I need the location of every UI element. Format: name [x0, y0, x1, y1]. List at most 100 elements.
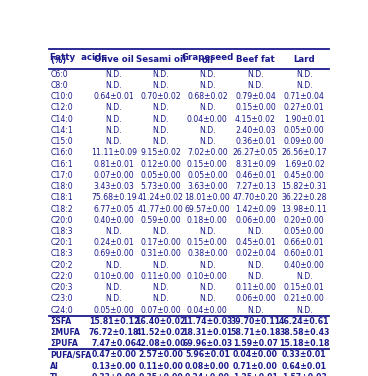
Text: N.D.: N.D.: [199, 81, 216, 90]
Text: 1.59±0.07: 1.59±0.07: [233, 339, 278, 348]
Text: C18:3: C18:3: [50, 249, 73, 258]
Text: N.D.: N.D.: [247, 227, 264, 236]
Text: 0.04±0.00: 0.04±0.00: [187, 306, 228, 315]
Text: 41.77±0.00: 41.77±0.00: [138, 205, 184, 214]
Text: Sesami oil: Sesami oil: [136, 55, 186, 64]
Text: N.D.: N.D.: [152, 103, 169, 112]
Text: C18:1: C18:1: [50, 193, 73, 202]
Text: 0.24±0.00: 0.24±0.00: [185, 373, 230, 376]
Text: 0.05±0.00: 0.05±0.00: [94, 306, 134, 315]
Text: AI: AI: [50, 362, 59, 371]
Text: 0.05±0.00: 0.05±0.00: [187, 171, 228, 180]
Text: 15.18±0.18: 15.18±0.18: [279, 339, 329, 348]
Text: N.D.: N.D.: [199, 283, 216, 292]
Text: 46.24±0.61: 46.24±0.61: [279, 317, 329, 326]
Text: 0.40±0.00: 0.40±0.00: [94, 216, 134, 225]
Text: 3.63±0.00: 3.63±0.00: [187, 182, 228, 191]
Text: 75.68±0.19: 75.68±0.19: [91, 193, 137, 202]
Text: 0.46±0.01: 0.46±0.01: [235, 171, 276, 180]
Text: 1.69±0.02: 1.69±0.02: [284, 159, 325, 168]
Text: 0.07±0.00: 0.07±0.00: [141, 306, 181, 315]
Text: C10:0: C10:0: [50, 92, 73, 101]
Text: N.D.: N.D.: [199, 294, 216, 303]
Text: N.D.: N.D.: [199, 227, 216, 236]
Text: N.D.: N.D.: [247, 70, 264, 79]
Text: N.D.: N.D.: [106, 115, 123, 124]
Text: N.D.: N.D.: [247, 306, 264, 315]
Text: N.D.: N.D.: [296, 272, 313, 281]
Text: 1.25±0.01: 1.25±0.01: [233, 373, 278, 376]
Text: 0.11±0.00: 0.11±0.00: [138, 362, 183, 371]
Text: N.D.: N.D.: [106, 103, 123, 112]
Text: N.D.: N.D.: [152, 126, 169, 135]
Text: N.D.: N.D.: [152, 137, 169, 146]
Text: 2.57±0.00: 2.57±0.00: [138, 350, 183, 359]
Text: 4.15±0.02: 4.15±0.02: [235, 115, 276, 124]
Text: 0.60±0.01: 0.60±0.01: [284, 249, 325, 258]
Text: 58.71±0.18: 58.71±0.18: [230, 328, 281, 337]
Text: 1.90±0.01: 1.90±0.01: [284, 115, 325, 124]
Text: 0.11±0.00: 0.11±0.00: [140, 272, 181, 281]
Text: 0.04±0.00: 0.04±0.00: [233, 350, 278, 359]
Text: 0.18±0.00: 0.18±0.00: [187, 216, 228, 225]
Text: N.D.: N.D.: [152, 227, 169, 236]
Text: Grapeseed: Grapeseed: [181, 53, 233, 62]
Text: 26.56±0.17: 26.56±0.17: [282, 149, 327, 158]
Text: C20:1: C20:1: [50, 238, 73, 247]
Text: oil: oil: [201, 56, 213, 65]
Text: C8:0: C8:0: [50, 81, 68, 90]
Text: 36.22±0.28: 36.22±0.28: [282, 193, 327, 202]
Text: 0.45±0.01: 0.45±0.01: [235, 238, 276, 247]
Text: N.D.: N.D.: [199, 103, 216, 112]
Text: 0.71±0.00: 0.71±0.00: [233, 362, 278, 371]
Text: N.D.: N.D.: [152, 115, 169, 124]
Text: 0.81±0.01: 0.81±0.01: [93, 159, 135, 168]
Text: 18.31±0.01: 18.31±0.01: [182, 328, 233, 337]
Text: 15.81±0.12: 15.81±0.12: [89, 317, 139, 326]
Text: 0.70±0.02: 0.70±0.02: [141, 92, 181, 101]
Text: 9.15±0.02: 9.15±0.02: [140, 149, 181, 158]
Text: 0.35±0.00: 0.35±0.00: [138, 373, 183, 376]
Text: 0.05±0.00: 0.05±0.00: [284, 227, 325, 236]
Text: N.D.: N.D.: [199, 261, 216, 270]
Text: C18:3: C18:3: [50, 227, 73, 236]
Text: N.D.: N.D.: [247, 261, 264, 270]
Text: ΣSFA: ΣSFA: [50, 317, 72, 326]
Text: 42.08±0.00: 42.08±0.00: [135, 339, 186, 348]
Text: 3.43±0.03: 3.43±0.03: [94, 182, 134, 191]
Text: 16.40±0.02: 16.40±0.02: [135, 317, 186, 326]
Text: 0.79±0.04: 0.79±0.04: [235, 92, 276, 101]
Text: 39.70±0.11: 39.70±0.11: [230, 317, 280, 326]
Text: C14:1: C14:1: [50, 126, 73, 135]
Text: 8.31±0.09: 8.31±0.09: [235, 159, 276, 168]
Text: Lard: Lard: [293, 55, 315, 64]
Text: 5.73±0.00: 5.73±0.00: [141, 182, 181, 191]
Text: N.D.: N.D.: [199, 70, 216, 79]
Text: N.D.: N.D.: [106, 283, 123, 292]
Text: C20:3: C20:3: [50, 283, 73, 292]
Text: 0.59±0.00: 0.59±0.00: [141, 216, 181, 225]
Text: 0.21±0.00: 0.21±0.00: [284, 294, 325, 303]
Text: 0.08±0.00: 0.08±0.00: [185, 362, 230, 371]
Text: PUFA/SFA: PUFA/SFA: [50, 350, 92, 359]
Text: 0.17±0.00: 0.17±0.00: [140, 238, 181, 247]
Text: 0.38±0.00: 0.38±0.00: [187, 249, 228, 258]
Text: 0.33±0.00: 0.33±0.00: [92, 373, 137, 376]
Text: N.D.: N.D.: [106, 294, 123, 303]
Text: C18:2: C18:2: [50, 205, 73, 214]
Text: N.D.: N.D.: [106, 261, 123, 270]
Text: 0.05±0.00: 0.05±0.00: [284, 126, 325, 135]
Text: 0.40±0.00: 0.40±0.00: [284, 261, 325, 270]
Text: N.D.: N.D.: [199, 126, 216, 135]
Text: N.D.: N.D.: [296, 70, 313, 79]
Text: 0.27±0.01: 0.27±0.01: [284, 103, 325, 112]
Text: C14:0: C14:0: [50, 115, 73, 124]
Text: 0.09±0.00: 0.09±0.00: [284, 137, 325, 146]
Text: N.D.: N.D.: [152, 70, 169, 79]
Text: 0.07±0.00: 0.07±0.00: [94, 171, 134, 180]
Text: N.D.: N.D.: [152, 294, 169, 303]
Text: Fatty  acids: Fatty acids: [50, 53, 107, 62]
Text: TI: TI: [50, 373, 59, 376]
Text: 0.24±0.01: 0.24±0.01: [93, 238, 135, 247]
Text: 0.11±0.00: 0.11±0.00: [235, 283, 276, 292]
